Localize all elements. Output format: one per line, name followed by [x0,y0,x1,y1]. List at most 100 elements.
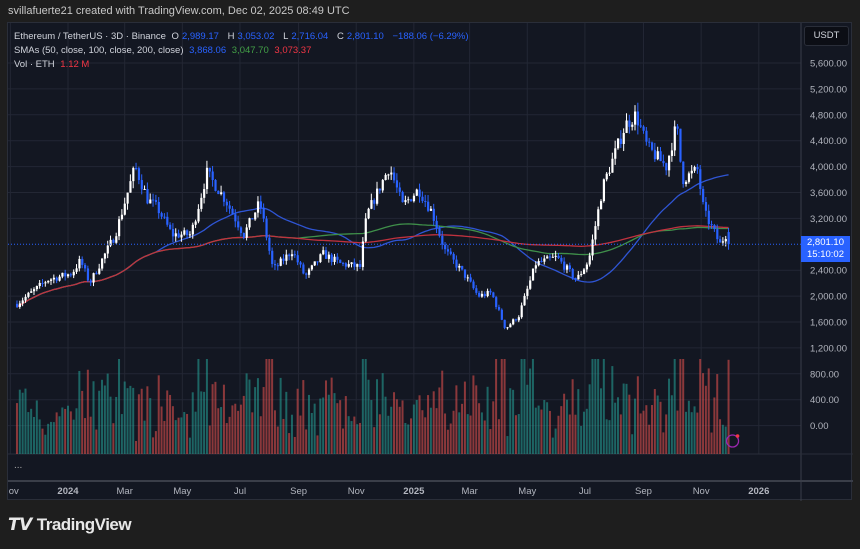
volume-bar [415,399,418,454]
volume-bar [177,417,180,454]
candle-body [169,224,172,229]
volume-bar [203,391,206,454]
volume-bar [75,408,78,454]
volume-bar [656,395,659,454]
candle-body [271,250,274,265]
candle-body [526,288,529,296]
candle-body [577,274,580,280]
candle-body [480,293,484,297]
candle-body [560,257,563,262]
candle-body [115,236,118,243]
symbol-title[interactable]: Ethereum / TetherUS · 3D · Binance [14,31,166,42]
volume-bar [220,407,223,454]
volume-bar [608,420,611,454]
candle-body [55,277,58,281]
volume-bar [421,410,424,454]
volume-bar [35,400,38,454]
volume-bar [313,403,316,454]
volume-bar [361,359,364,454]
candle-body [341,262,345,264]
sma100-value: 3,047.70 [231,45,269,56]
candle-body [702,188,705,203]
candle-body [137,168,141,181]
tradingview-logo-icon: 𝙏𝙑 [8,515,32,534]
candle-body [517,317,520,321]
more-pane-button[interactable]: ... [14,460,23,471]
y-tick-label: 4,800.00 [810,110,847,121]
sma-label[interactable]: SMAs (50, close, 100, close, 200, close) [14,45,184,56]
y-tick-label: 0.00 [810,421,829,432]
candle-body [84,264,87,269]
candle-body [713,225,716,230]
currency-button[interactable]: USDT [804,26,849,46]
volume-bar [359,422,362,454]
candle-body [316,261,319,263]
volume-label[interactable]: Vol · ETH [14,59,55,70]
volume-bar [645,405,648,454]
volume-bar [401,400,404,454]
volume-bar [563,393,566,454]
candle-body [310,265,314,270]
volume-bar [256,378,259,454]
candle-body [492,292,495,298]
candle-body [103,253,107,259]
candle-body [333,256,336,262]
volume-bar [529,368,532,454]
candle-body [707,210,710,225]
volume-bar [651,405,654,454]
candle-body [585,264,589,270]
candle-body [143,188,146,190]
candle-body [129,181,132,193]
volume-bar [384,396,387,454]
chart-container[interactable]: 5,600.00 5,200.00 4,800.00 4,400.00 4,000.00… [7,22,853,501]
candle-body [395,180,399,188]
candle-body [687,173,691,182]
volume-bar [132,387,135,454]
volume-bar [676,410,679,454]
candle-body [432,208,435,221]
volume-bar [381,373,384,454]
volume-bar [478,403,481,454]
volume-bar [611,366,614,454]
candle-body [384,174,387,181]
candle-body [208,167,211,172]
volume-bar [15,403,18,454]
volume-bar [523,359,526,454]
candle-body [254,212,257,220]
price-chart[interactable]: 5,600.00 5,200.00 4,800.00 4,400.00 4,000.00… [8,23,853,501]
candle-body [24,296,27,301]
volume-bar [631,434,634,454]
volume-bar [86,369,89,454]
volume-bar [271,359,274,454]
volume-bar [665,414,668,454]
candle-body [152,199,155,201]
x-tick-label: May [518,486,536,497]
candle-body [475,288,478,293]
volume-bar [662,432,665,454]
candle-body [217,190,220,195]
candle-body [662,161,665,164]
candle-body [211,171,214,181]
volume-bar [670,395,673,454]
candle-body [234,214,237,222]
candle-body [38,282,41,287]
candle-body [361,241,365,267]
volume-bar [707,368,710,454]
sma50-value: 3,868.06 [189,45,227,56]
candle-body [614,148,617,159]
candle-body [98,268,101,274]
candle-body [565,265,569,270]
candle-body [648,141,651,143]
candle-body [676,126,679,129]
volume-bar [214,381,217,454]
volume-bar [446,429,449,454]
candle-body [415,189,418,196]
candle-body [273,264,277,266]
candle-body [656,151,659,160]
candle-body [636,111,640,126]
volume-bar [84,418,87,454]
candle-body [444,244,447,250]
volume-bar [279,377,282,454]
x-tick-label: 2024 [57,486,79,497]
volume-bar [622,383,625,454]
